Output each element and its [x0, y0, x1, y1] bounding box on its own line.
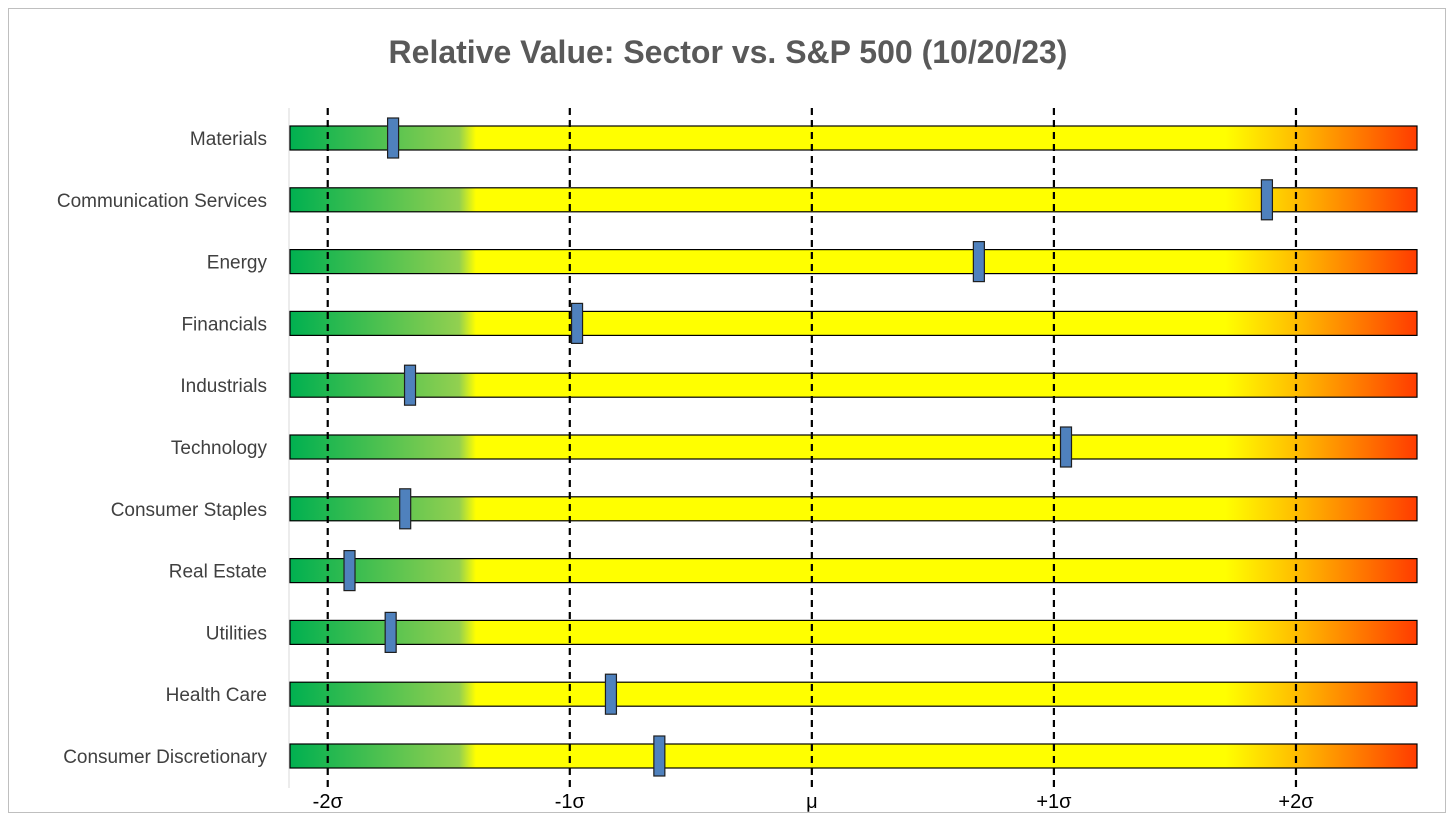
value-marker-financials [570, 302, 584, 344]
category-labels-layer: Materials Communication Services Energy Fin… [57, 129, 268, 768]
scale-bar-consumer-staples [289, 496, 1418, 522]
scale-bar-energy [289, 249, 1418, 275]
bars-layer [289, 125, 1418, 769]
tick-label-3: +1σ [1036, 791, 1072, 813]
scale-bar-communication-services [289, 187, 1418, 213]
scale-bar-technology [289, 434, 1418, 460]
category-label-real-estate: Real Estate [169, 562, 267, 583]
category-label-financials: Financials [181, 314, 267, 335]
value-marker-health-care [604, 673, 618, 715]
value-marker-consumer-staples [399, 488, 412, 530]
scale-bar-financials [289, 310, 1418, 336]
category-label-consumer-staples: Consumer Staples [111, 500, 267, 521]
category-label-energy: Energy [207, 253, 268, 274]
value-marker-real-estate [343, 549, 356, 592]
reference-lines-layer [326, 108, 1298, 788]
scale-bar-consumer-discretionary [289, 743, 1418, 769]
tick-label-2: μ [806, 791, 818, 813]
value-marker-materials [386, 117, 400, 159]
value-marker-energy [972, 241, 985, 283]
scale-bar-health-care [289, 681, 1418, 707]
category-label-industrials: Industrials [180, 376, 267, 397]
markers-layer [343, 117, 1274, 777]
scale-bar-industrials [289, 372, 1418, 398]
value-marker-technology [1059, 426, 1073, 468]
tick-label-0: -2σ [313, 791, 344, 813]
category-label-communication-services: Communication Services [57, 191, 267, 212]
value-marker-utilities [384, 611, 397, 654]
category-label-consumer-discretionary: Consumer Discretionary [63, 747, 267, 768]
scale-bar-materials [289, 125, 1418, 151]
tick-label-4: +2σ [1278, 791, 1314, 813]
tick-label-1: -1σ [555, 791, 586, 813]
category-label-utilities: Utilities [206, 623, 267, 644]
category-label-materials: Materials [190, 129, 267, 150]
category-label-technology: Technology [171, 438, 268, 459]
category-label-health-care: Health Care [166, 685, 267, 706]
value-marker-industrials [403, 364, 417, 406]
value-marker-consumer-discretionary [653, 735, 666, 777]
value-marker-communication-services [1260, 179, 1274, 221]
scale-bar-utilities [289, 619, 1418, 646]
scale-bar-real-estate [289, 557, 1418, 584]
chart-frame [8, 8, 1446, 813]
chart-title: Relative Value: Sector vs. S&P 500 (10/2… [388, 34, 1068, 70]
tick-labels-layer: -2σ -1σ μ +1σ +2σ [313, 791, 1315, 813]
